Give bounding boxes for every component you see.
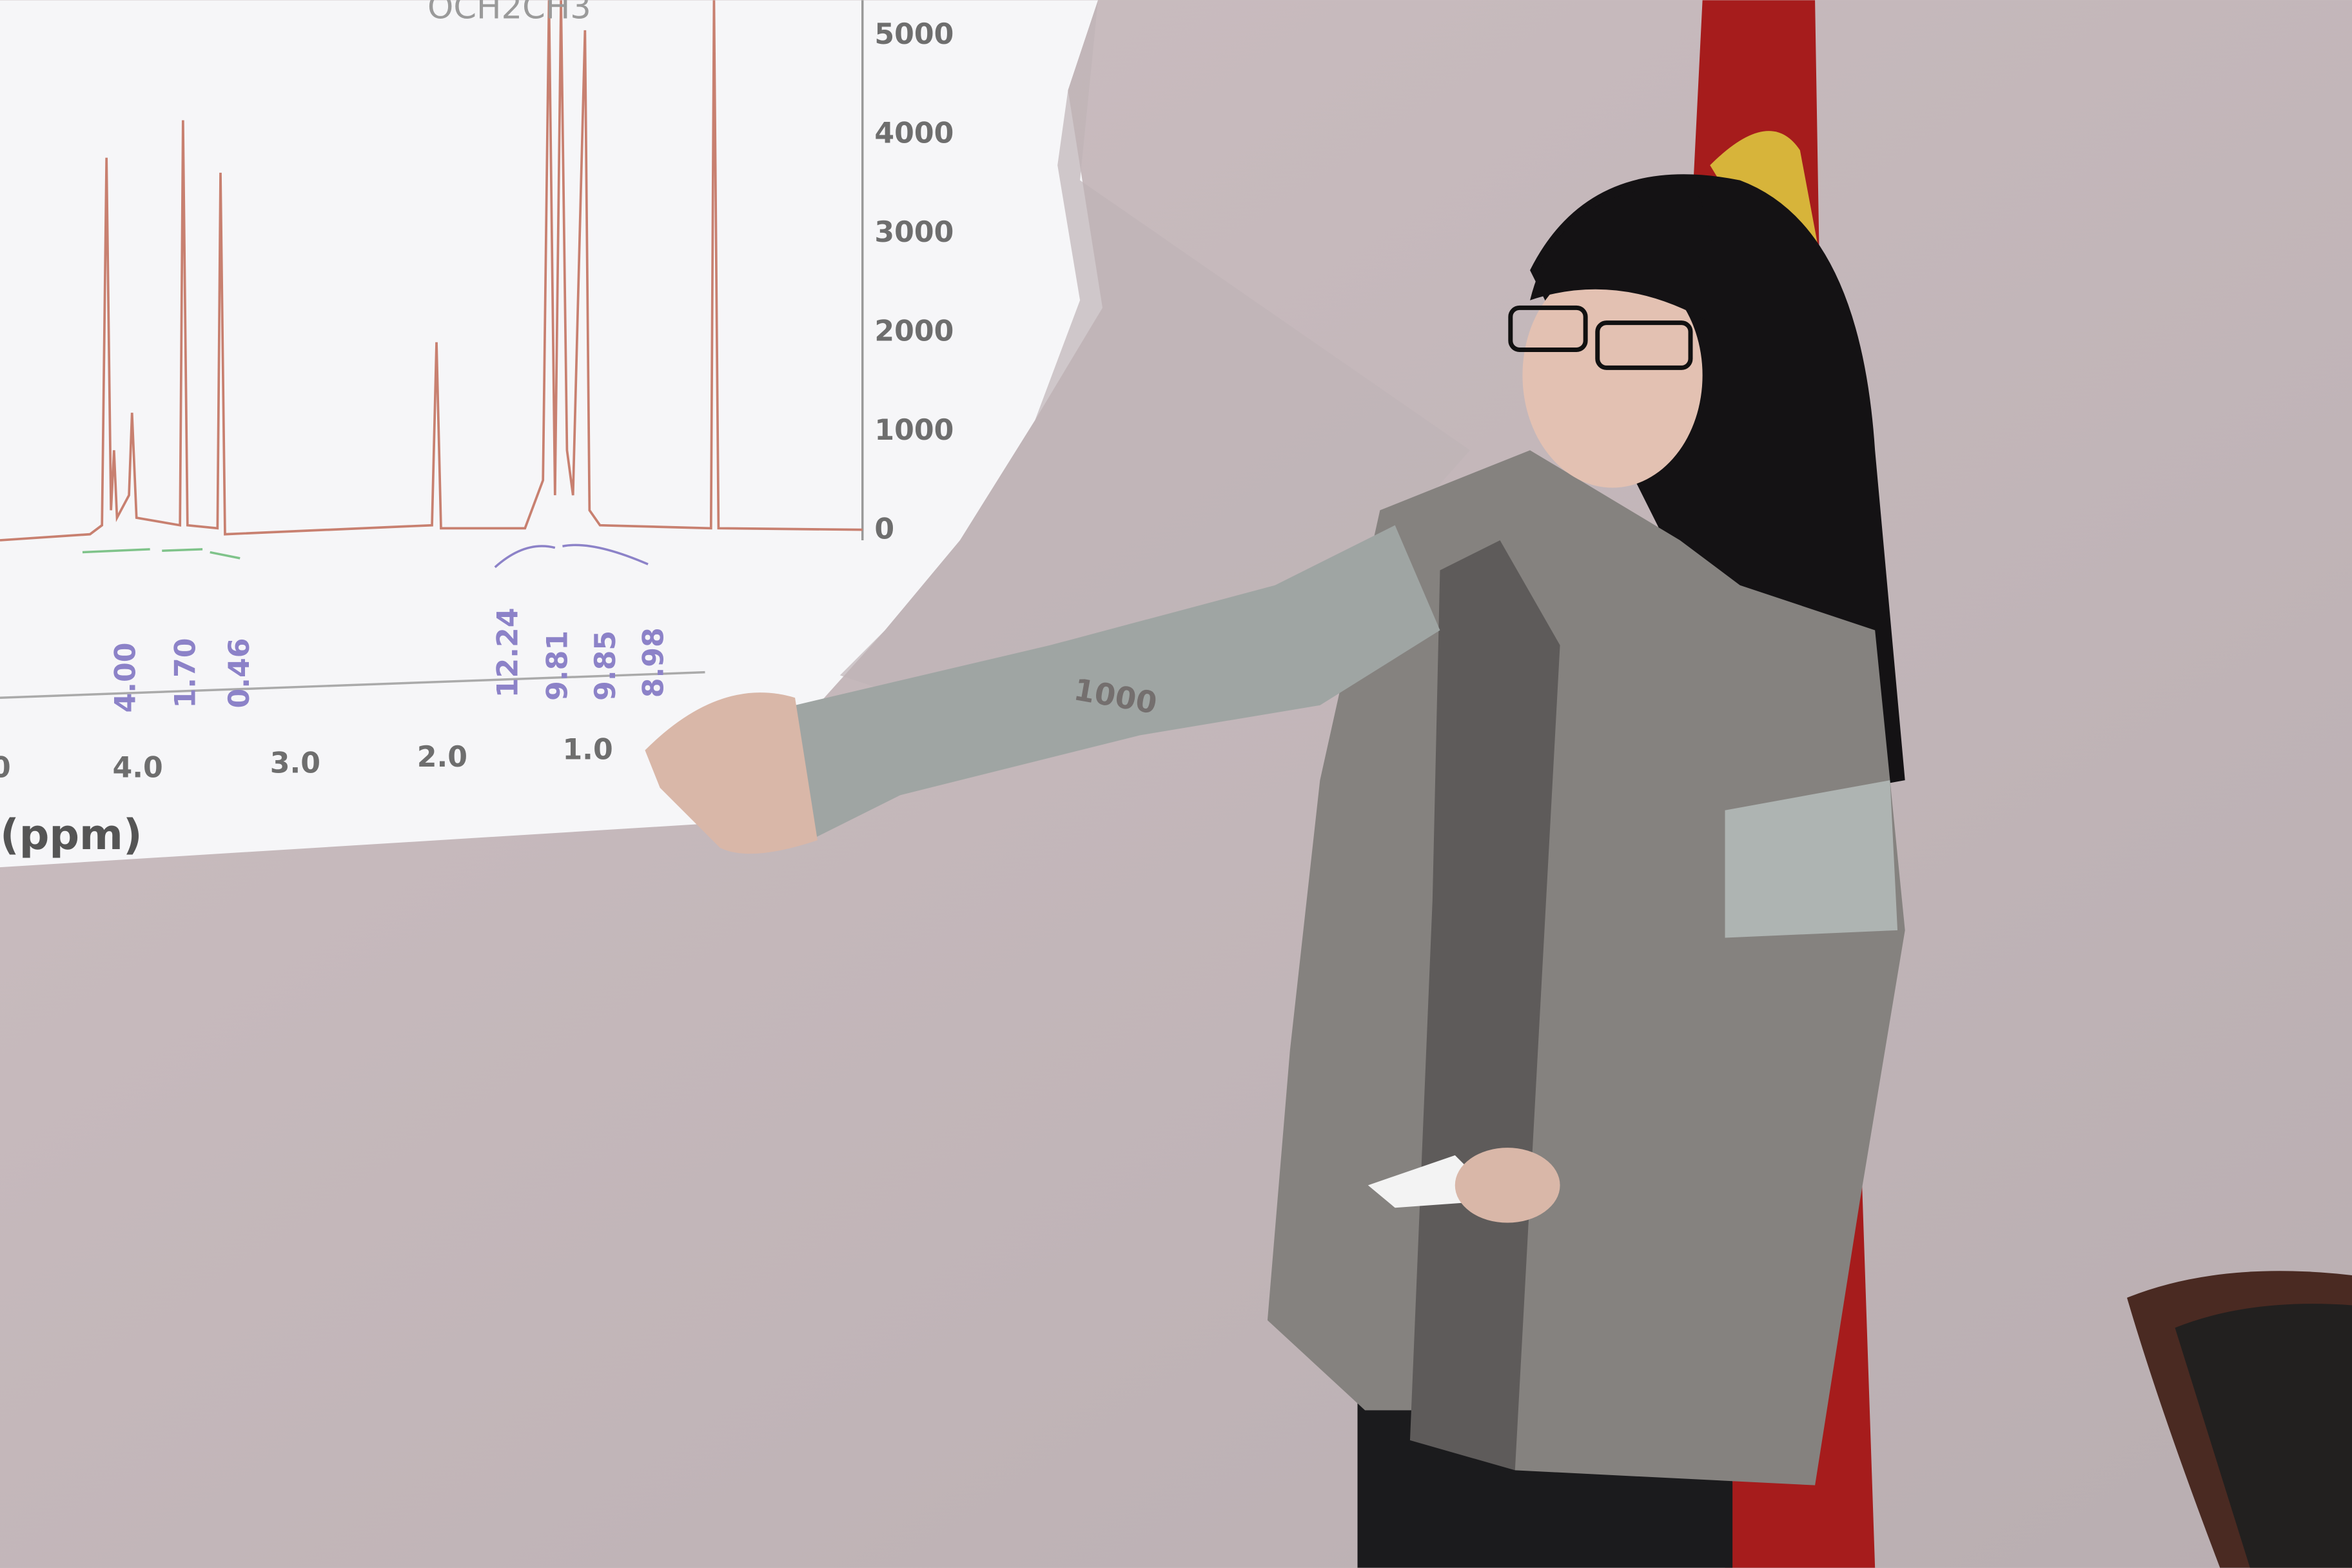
x-tick-label: 1.0	[562, 734, 612, 767]
y-tick-label: 1000	[874, 414, 954, 447]
glasses	[1508, 305, 1588, 352]
integration-bracket	[82, 548, 240, 560]
y-tick-label: 4000	[874, 117, 954, 150]
shirt	[1409, 540, 1560, 1471]
x-axis-label: (ppm)	[0, 811, 142, 859]
x-tick-label: 4.0	[112, 752, 162, 785]
y-tick-label: 5000	[874, 18, 954, 51]
spectrum-trace	[0, 0, 863, 542]
integral-label: 9.85	[589, 631, 622, 701]
y-tick-label: 0	[874, 513, 894, 546]
x-tick-label: 3.0	[270, 747, 320, 780]
integral-label: 8.98	[637, 627, 670, 698]
integral-label: 1.70	[169, 638, 202, 708]
bangs	[1530, 187, 1715, 323]
x-tick-label: 0	[0, 752, 11, 785]
shadow	[839, 0, 1470, 705]
integral-label: 12.24	[492, 607, 525, 698]
chair-back	[2175, 1304, 2352, 1568]
x-tick-label: 2.0	[417, 741, 467, 774]
formula: OCH2CH3	[427, 0, 591, 26]
integral-label: 0.46	[223, 638, 256, 708]
arm	[795, 525, 1440, 841]
hand	[645, 692, 818, 854]
integral-label: 4.00	[109, 642, 142, 712]
face	[1522, 262, 1703, 488]
glasses	[1595, 320, 1693, 370]
x-axis	[0, 671, 705, 699]
integration-bracket	[494, 544, 649, 569]
y-tick-label: 3000	[874, 216, 954, 249]
hand	[1455, 1148, 1560, 1223]
projection	[0, 0, 1102, 868]
coat-panel	[1725, 780, 1898, 938]
integral-label: 9.81	[541, 631, 574, 701]
y-tick-label: 2000	[874, 315, 954, 348]
